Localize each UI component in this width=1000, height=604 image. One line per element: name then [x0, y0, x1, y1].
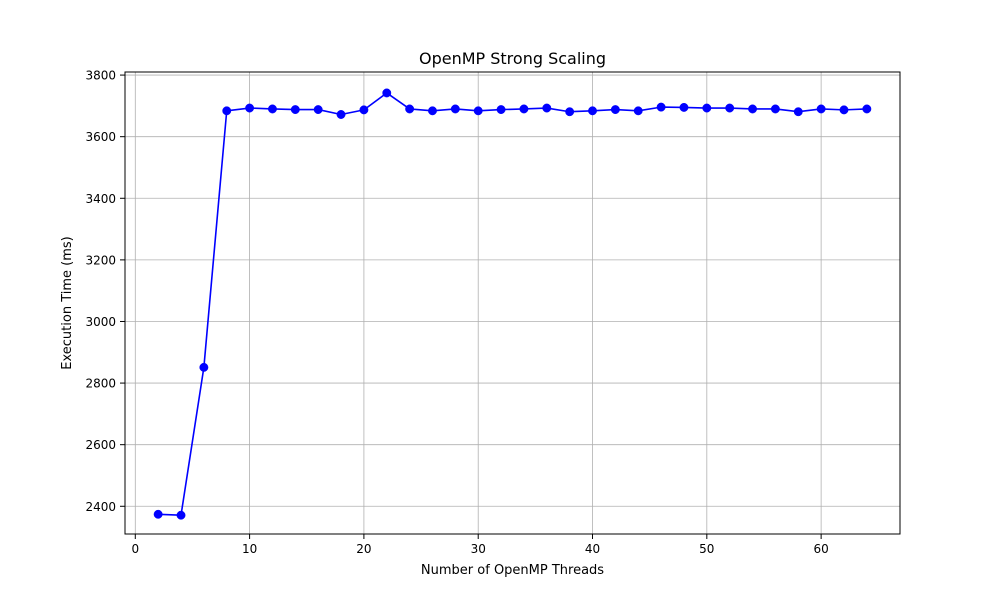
data-point [565, 107, 575, 117]
x-tick-label: 10 [242, 542, 257, 556]
data-point [473, 106, 483, 116]
data-point [839, 105, 849, 115]
x-tick-label: 50 [699, 542, 714, 556]
data-point [222, 106, 232, 116]
x-tick-label: 20 [356, 542, 371, 556]
data-point [496, 105, 506, 115]
data-point [725, 103, 735, 113]
data-point [656, 102, 666, 112]
grid [125, 72, 900, 534]
x-tick-label: 60 [813, 542, 828, 556]
data-point [633, 106, 643, 116]
data-point [405, 104, 415, 114]
y-tick-label: 3000 [85, 315, 116, 329]
data-point [153, 509, 163, 519]
data-point [199, 362, 209, 372]
data-point [359, 105, 369, 115]
y-tick-label: 2800 [85, 377, 116, 391]
y-tick-label: 3800 [85, 69, 116, 83]
x-tick-label: 40 [585, 542, 600, 556]
data-point [770, 104, 780, 114]
y-axis-label: Execution Time (ms) [60, 236, 75, 369]
data-point [748, 104, 757, 114]
x-axis-label: Number of OpenMP Threads [421, 563, 604, 578]
series-layer [153, 88, 872, 520]
plot-area-frame [124, 71, 901, 535]
data-point [588, 106, 597, 116]
y-tick-label: 3400 [85, 192, 116, 206]
data-point [702, 103, 712, 113]
data-point [793, 107, 803, 117]
y-axis: 2400 2600 2800 3000 3200 3400 3600 3800 [85, 69, 125, 514]
data-point [268, 104, 277, 114]
y-tick-label: 2400 [85, 500, 116, 514]
data-point [679, 102, 689, 112]
y-tick-label: 2600 [85, 438, 116, 452]
data-point [382, 88, 392, 98]
data-point [862, 104, 872, 114]
data-point [450, 104, 460, 114]
data-point [428, 106, 437, 116]
data-point [290, 105, 300, 115]
y-tick-label: 3600 [85, 130, 116, 144]
y-tick-label: 3200 [85, 253, 116, 267]
data-point [313, 105, 323, 115]
data-point [245, 103, 255, 113]
data-point [519, 104, 529, 114]
data-point [816, 104, 826, 114]
data-point [176, 510, 186, 520]
x-tick-label: 0 [131, 542, 139, 556]
data-point [610, 105, 620, 115]
data-point [336, 110, 346, 119]
x-axis: 0 10 20 30 40 50 60 [131, 534, 829, 556]
chart-title: OpenMP Strong Scaling [419, 49, 606, 68]
data-point [542, 103, 552, 113]
series-line [158, 92, 867, 517]
x-tick-label: 30 [471, 542, 486, 556]
